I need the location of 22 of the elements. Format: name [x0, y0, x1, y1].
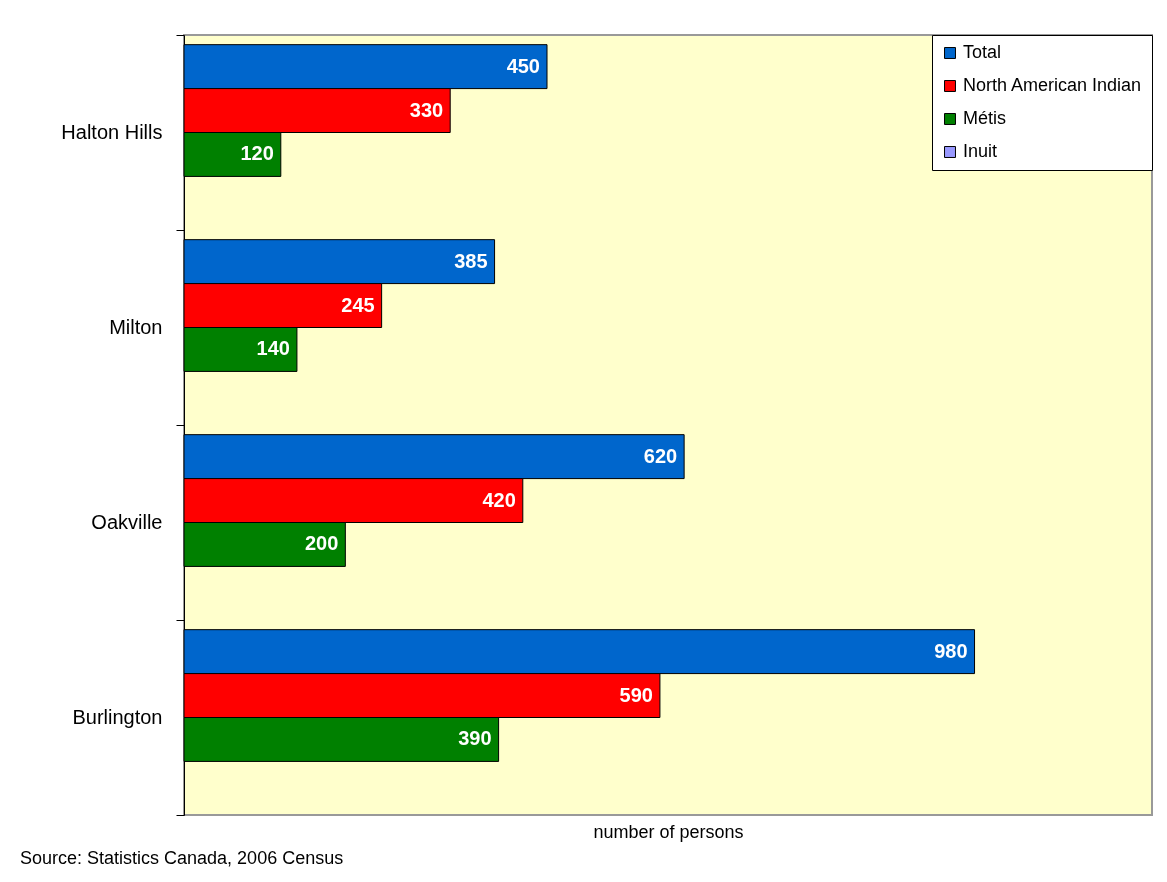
legend-label: Total: [963, 42, 1002, 62]
legend-label: Inuit: [963, 141, 998, 161]
x-axis-title: number of persons: [593, 821, 744, 842]
data-label: 200: [304, 532, 339, 555]
data-label: 620: [643, 444, 678, 467]
source-note: Source: Statistics Canada, 2006 Census: [20, 848, 344, 868]
y-tick-label: Halton Hills: [61, 121, 163, 143]
legend-label: North American Indian: [963, 75, 1142, 95]
y-tick-label: Milton: [109, 316, 163, 338]
data-label: 330: [409, 98, 444, 121]
data-label: 120: [240, 142, 274, 165]
data-label: 980: [934, 639, 968, 662]
data-label: 590: [619, 683, 653, 706]
data-label: 385: [454, 249, 488, 272]
data-label: 450: [506, 54, 540, 77]
data-label: 140: [256, 337, 290, 360]
data-label: 245: [341, 293, 375, 316]
legend-label: Métis: [963, 108, 1007, 128]
y-tick-label: Oakville: [91, 511, 163, 533]
data-label: 420: [482, 488, 516, 511]
y-tick-label: Burlington: [72, 706, 163, 728]
data-label: 390: [458, 727, 492, 750]
